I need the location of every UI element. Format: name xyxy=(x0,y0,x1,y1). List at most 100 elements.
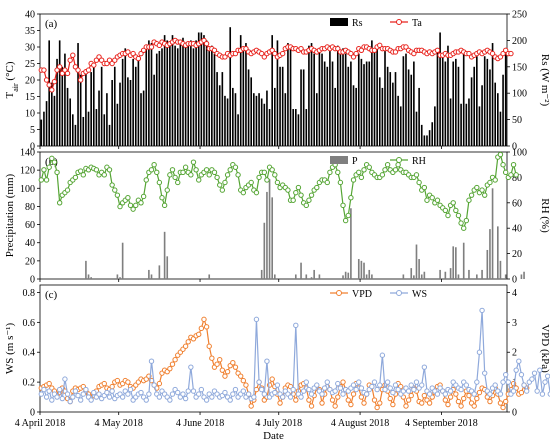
bar-Rs xyxy=(234,93,237,146)
point-VPD xyxy=(253,386,260,393)
bar-P xyxy=(444,271,447,279)
point-VPD xyxy=(466,392,472,399)
point-RH xyxy=(379,172,386,178)
bar-Rs xyxy=(226,98,229,146)
bar-P xyxy=(271,197,274,279)
point-RH xyxy=(455,212,462,219)
bar-P xyxy=(294,274,297,279)
bar-Rs xyxy=(276,40,279,146)
point-WS xyxy=(300,388,307,394)
point-VPD xyxy=(387,395,393,402)
bar-Rs xyxy=(158,50,161,146)
bar-Rs xyxy=(184,45,187,146)
point-RH xyxy=(64,187,71,193)
bar-Rs xyxy=(504,53,507,146)
point-WS xyxy=(492,382,498,388)
bar-P xyxy=(121,242,124,279)
bar-Rs xyxy=(64,53,66,146)
left-axis-title: Tair (°C) xyxy=(4,61,20,98)
point-RH xyxy=(384,162,391,168)
point-RH xyxy=(453,207,459,214)
bar-Rs xyxy=(263,103,266,146)
bar-Rs xyxy=(140,93,142,146)
bar-Rs xyxy=(415,111,418,146)
point-RH xyxy=(463,217,470,224)
bar-Rs xyxy=(376,45,378,146)
point-RH xyxy=(227,167,233,173)
point-WS xyxy=(324,379,330,385)
point-WS xyxy=(371,379,378,385)
point-VPD xyxy=(426,400,433,406)
bar-Rs xyxy=(163,35,166,147)
point-WS xyxy=(337,385,344,391)
bar-Rs xyxy=(491,43,494,146)
point-Ta xyxy=(508,50,514,57)
bar-Rs xyxy=(326,66,329,146)
point-RH xyxy=(133,202,139,209)
point-VPD xyxy=(196,331,202,338)
point-RH xyxy=(172,174,178,181)
point-WS xyxy=(46,388,52,394)
bar-Rs xyxy=(310,43,313,146)
point-Ta xyxy=(67,57,73,63)
point-RH xyxy=(232,164,239,170)
bar-P xyxy=(410,268,413,279)
bar-Rs xyxy=(69,98,71,146)
bar-Rs xyxy=(289,48,292,146)
bar-Rs xyxy=(423,135,426,146)
legend-label-VPD: VPD xyxy=(352,289,372,300)
point-VPD xyxy=(377,400,383,406)
point-WS xyxy=(479,307,485,314)
bar-P xyxy=(402,274,405,279)
bar-Rs xyxy=(342,48,344,146)
point-WS xyxy=(230,391,236,397)
point-RH xyxy=(235,172,241,178)
point-VPD xyxy=(201,316,207,323)
panel-b: 0 20 40 60 80 100 120 140 0 20 40 60 80 100 Precipitat… xyxy=(4,148,550,286)
series-P xyxy=(85,179,525,279)
bar-Rs xyxy=(420,124,423,146)
bar-P xyxy=(268,179,271,279)
point-WS xyxy=(156,394,163,400)
bar-Rs xyxy=(441,56,444,146)
point-WS xyxy=(395,386,401,393)
legend-label-P: P xyxy=(352,156,358,167)
bar-Rs xyxy=(190,40,192,146)
point-RH xyxy=(487,179,493,186)
bar-Rs xyxy=(98,90,100,146)
point-RH xyxy=(502,169,509,176)
point-WS xyxy=(96,391,102,397)
point-RH xyxy=(306,197,312,203)
right-axis-title: Rs (W m⁻²) xyxy=(539,54,550,107)
point-VPD xyxy=(408,392,414,399)
bar-P xyxy=(455,247,457,279)
bar-P xyxy=(468,269,470,279)
series-WS xyxy=(38,307,550,405)
bar-P xyxy=(462,242,465,279)
point-RH xyxy=(125,195,131,201)
right-tick-label: 4 xyxy=(512,288,517,299)
left-tick-label: 40 xyxy=(25,10,35,21)
bar-Rs xyxy=(465,103,468,146)
right-tick-label: 100 xyxy=(512,89,527,100)
point-RH xyxy=(474,184,480,191)
left-tick-label: 60 xyxy=(25,220,35,231)
bar-Rs xyxy=(373,50,376,146)
point-WS xyxy=(185,388,191,394)
point-WS xyxy=(91,389,97,396)
point-WS xyxy=(379,352,386,358)
bar-Rs xyxy=(449,98,452,146)
point-VPD xyxy=(518,389,525,396)
bar-P xyxy=(360,260,363,279)
point-WS xyxy=(321,385,328,391)
point-VPD xyxy=(348,401,354,408)
point-RH xyxy=(261,169,268,176)
bar-P xyxy=(148,269,150,279)
point-VPD xyxy=(447,394,454,400)
bar-Rs xyxy=(329,45,331,146)
point-RH xyxy=(127,202,134,209)
point-WS xyxy=(88,397,94,403)
point-WS xyxy=(442,391,449,397)
point-RH xyxy=(429,195,435,201)
legend-marker-Ta xyxy=(396,19,402,25)
